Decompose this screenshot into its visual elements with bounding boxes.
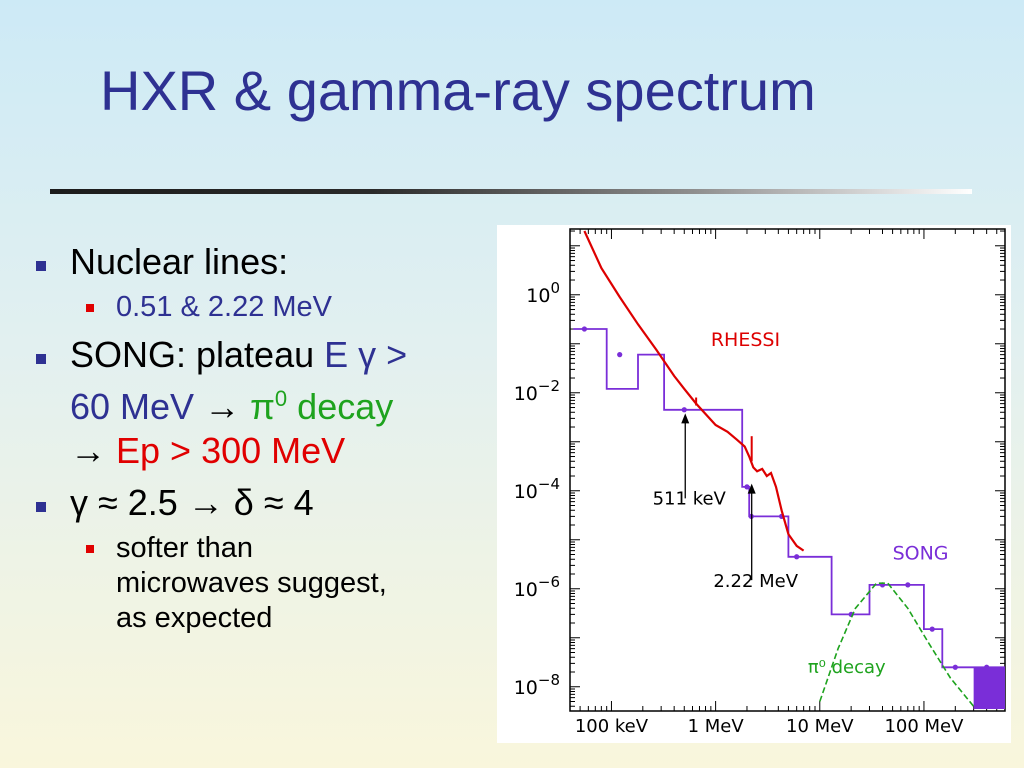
arrow-symbol: → [204, 386, 241, 427]
subbullet-softer: softer than microwaves suggest, as expec… [30, 531, 500, 636]
song-data-point [929, 626, 935, 632]
bullet-text-part: decay [287, 386, 394, 427]
song-data-point [744, 484, 750, 490]
y-tick-label: 10−4 [514, 475, 560, 503]
bullet-text: γ ≈ 2.5 → δ ≈ 4 [70, 482, 314, 523]
subbullet-line-energies: 0.51 & 2.22 MeV [30, 290, 500, 325]
bullet-marker [36, 261, 46, 271]
y-tick-label: 10−2 [514, 377, 560, 405]
subbullet-text: softer than [116, 532, 254, 564]
plot-frame [569, 228, 1006, 712]
bullet-text-part: Ep > 300 MeV [116, 430, 346, 471]
song-data-point [681, 407, 687, 413]
bullet-text-part: E γ > [324, 334, 408, 375]
song-data-point [952, 664, 958, 670]
bullet-song-plateau: SONG: plateau E γ > 60 MeV → π0 decay → … [30, 333, 500, 473]
bullet-text-part: π [240, 386, 275, 427]
y-tick-label: 100 [526, 279, 560, 307]
bullet-marker [36, 502, 46, 512]
pion-decay-label: π⁰ decay [808, 657, 886, 678]
title-divider [50, 189, 972, 194]
bullet-marker [36, 354, 46, 364]
subbullet-text: as expected [116, 602, 273, 634]
bullet-nuclear-lines: Nuclear lines: [30, 240, 500, 284]
spectrum-plot: 100 10−2 10−4 10−6 10−8 100 keV 1 MeV 10 MeV 100… [514, 228, 1006, 737]
bullet-text-part: SONG: plateau [70, 334, 325, 375]
subbullet-marker [86, 304, 94, 312]
arrow-222-mev-head [747, 483, 756, 494]
song-series-line [573, 328, 1005, 669]
subbullet-marker [86, 545, 94, 553]
spectrum-figure: 100 10−2 10−4 10−6 10−8 100 keV 1 MeV 10 MeV 100… [497, 225, 1011, 743]
superscript: 0 [274, 386, 288, 411]
song-label: SONG [893, 542, 949, 564]
subbullet-text: microwaves suggest, [116, 567, 387, 599]
x-tick-label: 1 MeV [688, 716, 745, 737]
x-tick-label: 10 MeV [786, 716, 854, 737]
subbullet-text: 0.51 & 2.22 MeV [116, 291, 333, 323]
y-tick-label: 10−6 [514, 573, 560, 601]
bullet-text-part: 60 MeV [70, 386, 205, 427]
bullet-list: Nuclear lines: 0.51 & 2.22 MeV SONG: pla… [30, 240, 500, 636]
bullet-text: Nuclear lines: [70, 241, 289, 282]
song-data-point [794, 554, 800, 560]
x-tick-label: 100 MeV [884, 716, 964, 737]
x-tick-label: 100 keV [575, 716, 649, 737]
song-data-point [617, 352, 623, 358]
arrow-symbol: → [70, 430, 117, 471]
pion-decay-series-line [819, 582, 975, 707]
song-data-point [581, 326, 588, 332]
label-511-kev: 511 keV [653, 488, 727, 509]
song-data-point [905, 582, 911, 588]
rhessi-series-line [583, 230, 805, 552]
song-top-bin [973, 667, 1005, 709]
rhessi-label: RHESSI [711, 329, 780, 351]
slide-title: HXR & gamma-ray spectrum [100, 59, 816, 122]
arrow-511-kev-head [681, 413, 690, 424]
label-222-mev: 2.22 MeV [713, 571, 798, 592]
y-tick-label: 10−8 [514, 671, 560, 699]
bullet-spectral-index: γ ≈ 2.5 → δ ≈ 4 [30, 481, 500, 525]
